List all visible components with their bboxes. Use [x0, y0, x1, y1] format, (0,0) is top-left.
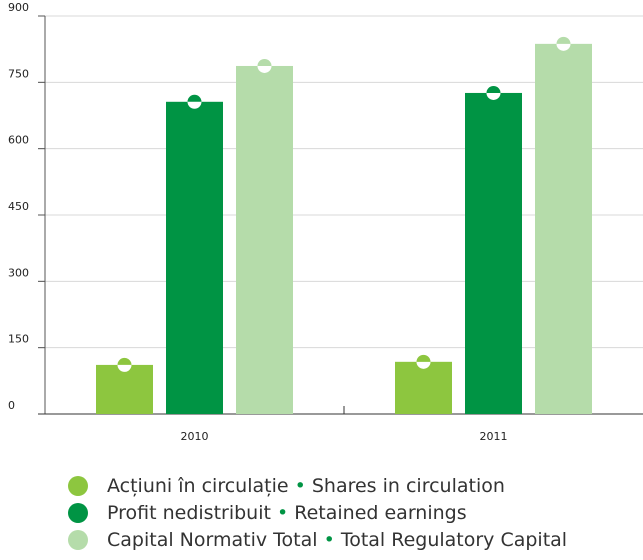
legend-label: Profit nedistribuit • Retained earnings — [107, 502, 467, 524]
legend-swatch — [68, 476, 88, 496]
y-tick-label: 600 — [8, 134, 29, 147]
y-tick-label: 900 — [8, 1, 29, 14]
bar-marker-top — [117, 357, 132, 365]
x-tick-label: 2010 — [181, 430, 209, 443]
bar — [96, 364, 153, 414]
bar-marker-top — [416, 354, 431, 362]
bar — [236, 65, 293, 415]
y-tick-label: 300 — [8, 266, 29, 279]
bar-marker-top — [486, 85, 501, 93]
bar-marker-top — [187, 94, 202, 102]
bar — [535, 43, 592, 415]
y-tick-label: 750 — [8, 67, 29, 80]
bar — [166, 101, 223, 415]
legend-swatch — [68, 530, 88, 550]
bar — [465, 92, 522, 415]
legend-swatch — [68, 503, 88, 523]
bar-marker-top — [556, 36, 571, 44]
x-tick-label: 2011 — [480, 430, 508, 443]
bar — [395, 361, 452, 414]
legend-label: Capital Normativ Total • Total Regulator… — [107, 529, 567, 551]
y-tick-label: 450 — [8, 200, 29, 213]
y-tick-label: 150 — [8, 333, 29, 346]
legend-label: Acțiuni în circulație • Shares in circul… — [107, 475, 505, 497]
y-tick-label: 0 — [8, 399, 15, 412]
bar-marker-top — [257, 58, 272, 66]
